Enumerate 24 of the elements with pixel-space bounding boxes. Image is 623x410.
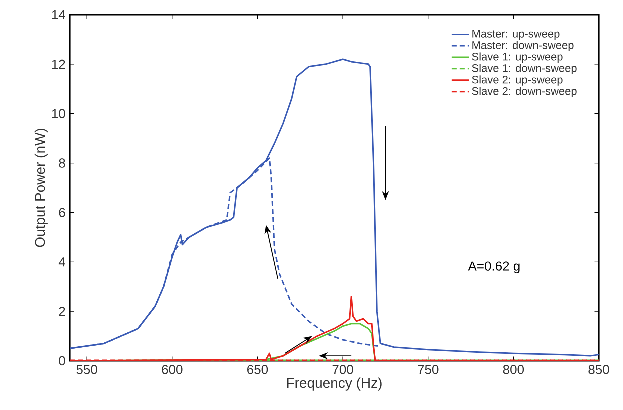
y-tick-label: 8 [59,158,66,168]
annotation: A=0.62 g [468,262,520,274]
y-tick-label: 2 [59,307,66,316]
x-tick-label: 600 [162,365,183,374]
y-axis-title: Output Power (nW) [34,128,48,248]
x-tick-label: 700 [332,365,354,374]
x-tick-label: 800 [503,365,524,374]
y-tick-label: 14 [52,10,66,20]
legend-label: Slave 1: down-sweep [472,64,577,74]
legend-label: Master: up-sweep [472,30,560,40]
y-tick-label: 4 [58,258,66,267]
y-tick-label: 6 [59,208,66,218]
x-tick-label: 650 [248,365,268,374]
y-tick-label: 0 [59,356,66,366]
x-tick-label: 750 [418,365,439,374]
legend-label: Slave 1: up-sweep [472,52,563,63]
y-tick-label: 12 [52,60,66,69]
legend-label: Slave 2: down-sweep [472,87,577,98]
legend-label: Slave 2: up-sweep [472,76,563,86]
x-axis-title: Frequency (Hz) [287,378,382,391]
x-tick-label: 550 [76,365,98,374]
legend-label: Master: down-sweep [472,41,574,52]
y-tick-label: 10 [52,109,66,118]
x-tick-label: 850 [588,365,610,374]
